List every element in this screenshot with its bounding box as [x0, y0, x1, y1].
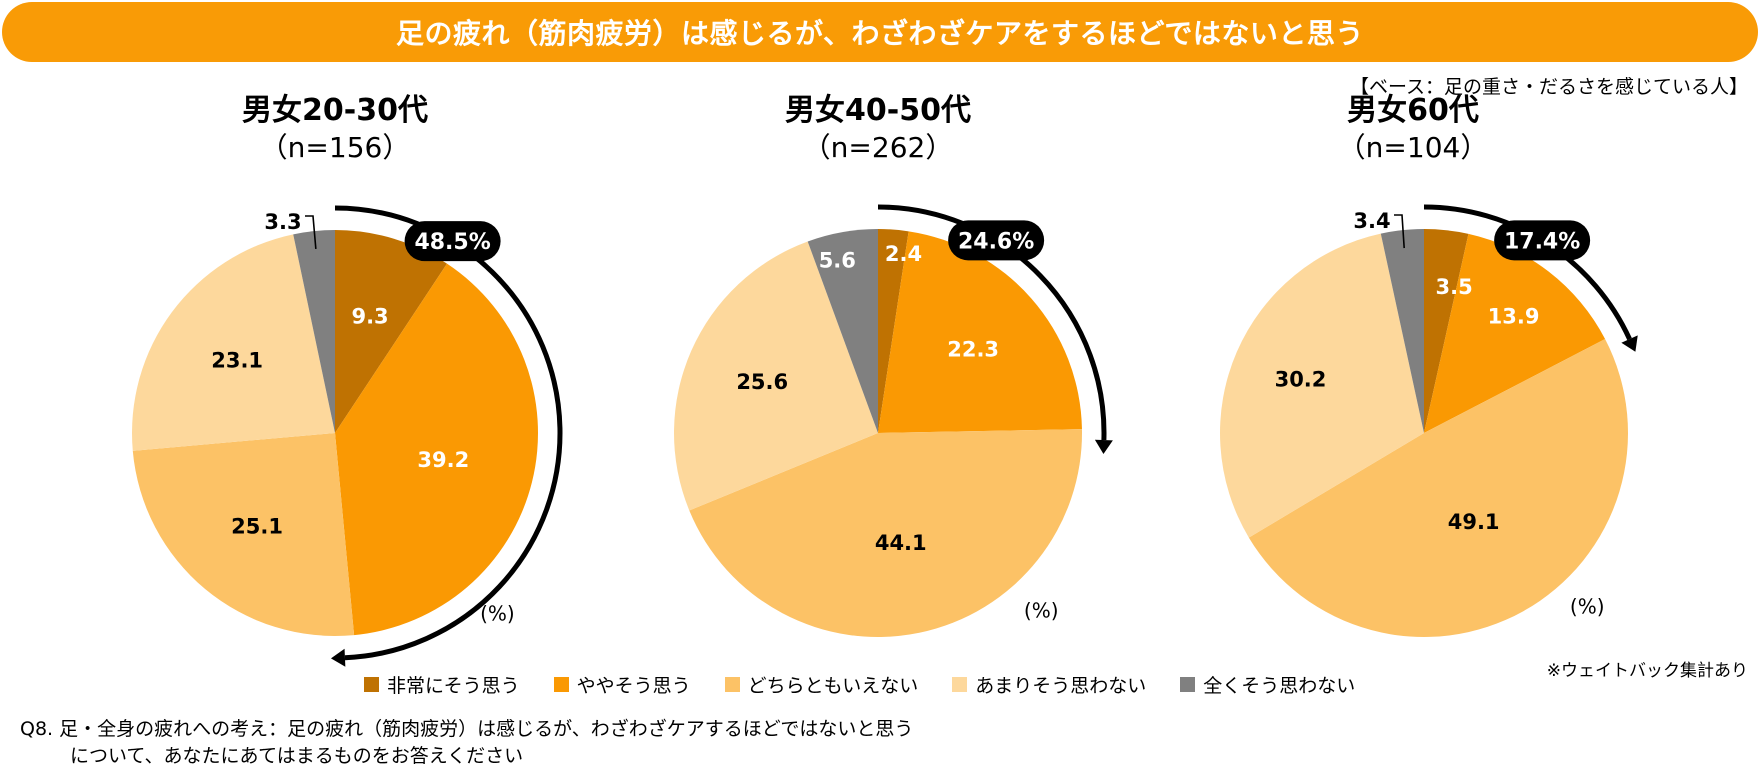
slice-label: 25.1 [231, 515, 283, 539]
legend-label: ややそう思う [576, 675, 691, 697]
total-badge-label: 17.4% [1504, 229, 1580, 254]
title-banner: 足の疲れ（筋肉疲労）は感じるが、わざわざケアをするほどではないと思う [2, 2, 1758, 62]
legend-item-very: 非常にそう思う [364, 671, 520, 698]
slice-label: 13.9 [1488, 305, 1540, 329]
slice-label: 3.3 [264, 210, 301, 234]
sample-size: （n=262） [802, 131, 954, 164]
group-name: 男女40-50代 [785, 93, 971, 128]
legend-item-notatall: 全くそう思わない [1180, 671, 1355, 698]
pie-chart-0: 9.3 39.2 25.1 23.1 3.3 48.5% (%) [132, 205, 563, 667]
legend-swatch [1180, 677, 1196, 692]
slice-label: 5.6 [819, 248, 856, 272]
sample-size: （n=104） [1337, 131, 1489, 164]
question-text: Q8. 足・全身の疲れへの考え：足の疲れ（筋肉疲労）は感じるが、わざわざケアする… [20, 716, 913, 770]
slice-label: 44.1 [875, 531, 927, 555]
leader-line [1394, 214, 1405, 249]
slice-neutral [132, 433, 355, 636]
unit-label: (%) [1024, 598, 1059, 622]
legend-label: 全くそう思わない [1203, 675, 1356, 697]
legend-swatch [952, 677, 968, 692]
slice-somewhat [335, 263, 538, 636]
slice-label: 30.2 [1275, 367, 1327, 391]
slice-notatall [807, 229, 878, 433]
slice-label: 25.6 [736, 370, 788, 394]
highlight-arc [877, 204, 1107, 441]
legend-swatch [724, 677, 740, 692]
group-title-40-50: 男女40-50代 （n=262） [728, 92, 1028, 166]
weight-note: ※ウェイトバック集計あり [1546, 661, 1748, 681]
unit-label: (%) [1570, 594, 1605, 618]
leader-line [305, 215, 317, 250]
arrowhead-icon [1094, 439, 1113, 455]
slice-very [1424, 229, 1469, 433]
arrowhead-icon [330, 648, 346, 667]
slice-label: 2.4 [885, 242, 922, 266]
sample-size: （n=156） [259, 131, 411, 164]
total-badge-label: 24.6% [958, 229, 1034, 254]
total-badge [1494, 220, 1591, 261]
slice-label: 9.3 [351, 304, 388, 328]
slice-label: 23.1 [211, 348, 263, 372]
legend-item-somewhat: ややそう思う [553, 671, 691, 698]
unit-label: (%) [480, 602, 515, 626]
group-title-60: 男女60代 （n=104） [1263, 92, 1563, 166]
group-title-20-30: 男女20-30代 （n=156） [185, 92, 485, 166]
slice-somewhat [878, 231, 1082, 433]
slice-notmuch [1220, 233, 1424, 538]
slice-somewhat [1424, 233, 1606, 433]
group-name: 男女20-30代 [242, 93, 428, 128]
slice-notmuch [132, 234, 335, 451]
slice-notatall [1380, 229, 1424, 433]
group-name: 男女60代 [1347, 93, 1479, 128]
legend-label: どちらともいえない [747, 675, 919, 697]
slice-label: 49.1 [1448, 510, 1500, 534]
slice-notmuch [674, 241, 878, 511]
slice-neutral [689, 429, 1082, 637]
total-badge [404, 221, 501, 262]
legend-label: あまりそう思わない [975, 675, 1147, 697]
chart-title: 足の疲れ（筋肉疲労）は感じるが、わざわざケアをするほどではないと思う [396, 17, 1364, 50]
slice-very [335, 230, 447, 433]
arrowhead-icon [1621, 335, 1638, 352]
legend-item-neutral: どちらともいえない [724, 671, 919, 698]
slice-neutral [1248, 339, 1628, 637]
slice-label: 22.3 [947, 338, 999, 362]
total-badge [948, 220, 1045, 261]
question-line-2: について、あなたにあてはまるものをお答えください [70, 745, 524, 767]
legend-swatch [364, 677, 379, 692]
slice-label: 3.4 [1353, 209, 1390, 233]
legend: 非常にそう思う ややそう思う どちらともいえない あまりそう思わない 全くそう思… [364, 671, 1355, 698]
slice-label: 3.5 [1436, 275, 1473, 299]
slice-notatall [293, 230, 335, 433]
legend-swatch [553, 677, 569, 692]
legend-label: 非常にそう思う [387, 675, 520, 697]
slice-very [878, 229, 909, 433]
slice-label: 39.2 [417, 448, 469, 472]
pie-chart-2: 3.5 13.9 49.1 30.2 3.4 17.4% (%) [1220, 204, 1638, 637]
total-badge-label: 48.5% [414, 230, 490, 255]
base-note: 【ベース：足の重さ・だるさを感じている人】 [1349, 76, 1748, 98]
pie-chart-1: 2.4 22.3 44.1 25.6 5.6 24.6% (%) [674, 204, 1113, 637]
legend-item-notmuch: あまりそう思わない [952, 671, 1146, 698]
question-line-1: Q8. 足・全身の疲れへの考え：足の疲れ（筋肉疲労）は感じるが、わざわざケアする… [20, 718, 914, 740]
